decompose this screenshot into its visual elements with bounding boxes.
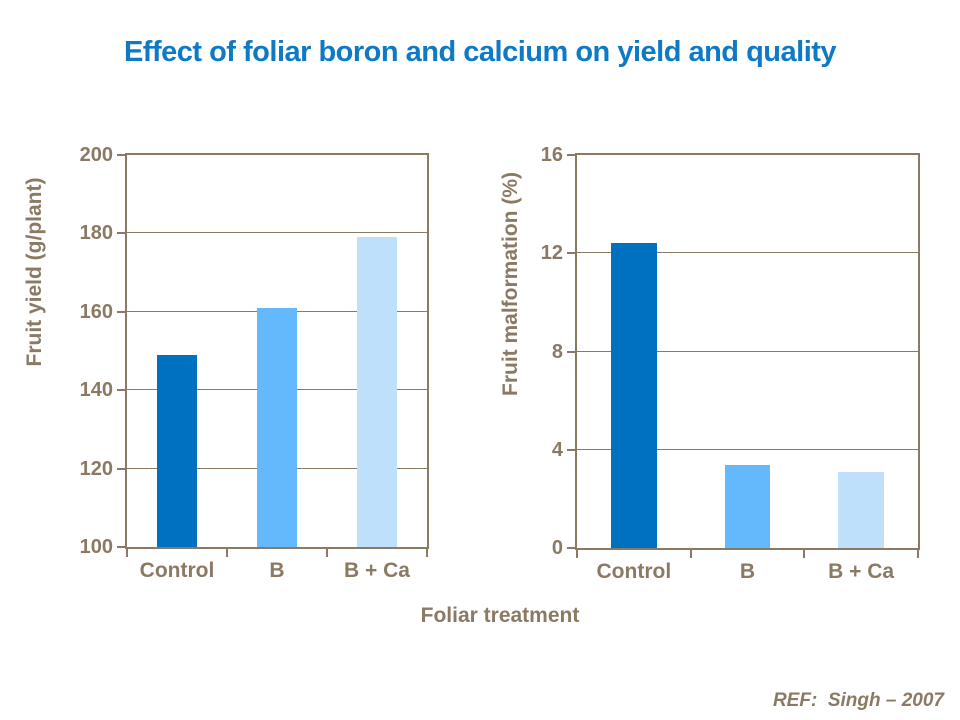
- x-category-label: B: [269, 559, 285, 582]
- y-axis-title: Fruit malformation (%): [499, 172, 522, 396]
- gridline: [577, 350, 918, 352]
- y-tick-mark: [567, 448, 575, 451]
- x-tick-mark: [225, 549, 228, 557]
- y-tick-label: 120: [79, 457, 113, 480]
- x-tick-mark: [803, 550, 806, 558]
- y-tick-mark: [117, 546, 125, 548]
- fruit-malformation-chart: 0 4 8 12 16 Control B B + Ca Fruit malformation …: [499, 145, 920, 583]
- x-category-label: Control: [596, 560, 672, 583]
- x-axis-title: Foliar treatment: [420, 604, 580, 627]
- y-tick-label: 16: [540, 144, 563, 166]
- page-title: Effect of foliar boron and calcium on yi…: [123, 36, 837, 68]
- y-tick-label: 180: [79, 222, 113, 245]
- y-tick-mark: [567, 350, 575, 353]
- y-axis-title: Fruit yield (g/plant): [23, 177, 46, 367]
- x-tick-mark: [325, 549, 328, 557]
- x-category-label: Control: [139, 559, 215, 582]
- y-tick-mark: [117, 467, 125, 470]
- y-tick-mark: [117, 389, 125, 392]
- gridline: [577, 252, 918, 254]
- y-tick-label: 0: [551, 537, 563, 559]
- y-tick-label: 160: [79, 300, 113, 323]
- x-tick-mark: [917, 550, 919, 558]
- fruit-yield-chart: 100 120 140 160 180 200 Control B B + Ca Fruit yi…: [23, 145, 429, 582]
- bar-b-ca: [357, 237, 397, 547]
- bar-control: [157, 354, 197, 547]
- x-tick-mark: [689, 550, 692, 558]
- y-tick-label: 12: [540, 242, 563, 265]
- y-tick-label: 4: [551, 438, 563, 461]
- y-tick-label: 8: [551, 340, 563, 363]
- bar-b-ca: [838, 471, 884, 548]
- bar-control: [611, 243, 657, 548]
- y-tick-label: 140: [79, 379, 113, 402]
- y-tick-mark: [117, 232, 125, 235]
- x-category-label: B + Ca: [828, 560, 895, 583]
- x-category-label: B: [739, 560, 756, 583]
- y-tick-label: 100: [79, 536, 113, 558]
- reference-text: REF: Singh – 2007: [772, 690, 944, 711]
- x-tick-mark: [426, 549, 428, 557]
- y-tick-label: 200: [79, 144, 113, 166]
- x-category-label: B + Ca: [344, 559, 410, 582]
- bar-b: [724, 464, 771, 548]
- gridline: [127, 232, 427, 234]
- gridline: [577, 448, 918, 450]
- y-tick-mark: [567, 547, 575, 549]
- y-tick-mark: [567, 252, 575, 255]
- bar-b: [257, 307, 297, 547]
- y-tick-mark: [567, 154, 575, 156]
- x-tick-mark: [126, 549, 128, 557]
- x-tick-mark: [576, 550, 578, 558]
- y-tick-mark: [117, 154, 125, 156]
- y-tick-mark: [117, 310, 125, 313]
